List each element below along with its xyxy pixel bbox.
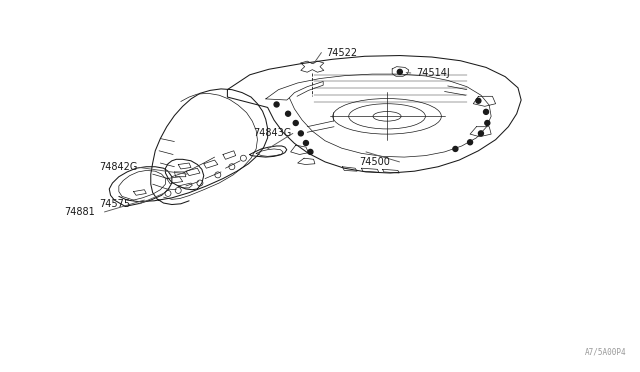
Circle shape — [485, 121, 490, 125]
Circle shape — [479, 131, 483, 136]
Circle shape — [484, 109, 488, 114]
Circle shape — [453, 147, 458, 151]
Text: 74575: 74575 — [100, 199, 131, 209]
Text: 74500: 74500 — [360, 157, 390, 167]
Circle shape — [285, 111, 291, 116]
Text: 74842G: 74842G — [100, 163, 138, 173]
Circle shape — [274, 102, 279, 107]
Circle shape — [293, 121, 298, 125]
Circle shape — [298, 131, 303, 136]
Circle shape — [476, 98, 481, 103]
Circle shape — [468, 140, 472, 145]
Text: 74843G: 74843G — [253, 128, 291, 138]
Text: A7/5A00P4: A7/5A00P4 — [585, 347, 627, 356]
Circle shape — [303, 141, 308, 145]
Text: 74881: 74881 — [65, 207, 95, 217]
Circle shape — [397, 69, 403, 74]
Circle shape — [308, 150, 313, 154]
Text: 74514J: 74514J — [416, 68, 449, 78]
Text: 74522: 74522 — [326, 48, 358, 58]
